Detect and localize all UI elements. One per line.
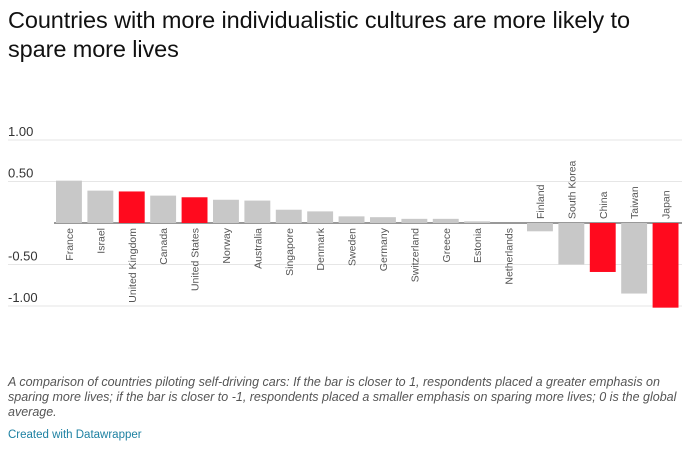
category-label: United Kingdom	[127, 228, 139, 303]
category-label: Japan	[661, 190, 673, 219]
bar-china	[589, 223, 616, 272]
category-label: South Korea	[566, 160, 578, 219]
chart-note: A comparison of countries piloting self-…	[8, 375, 677, 419]
y-tick-label: 1.00	[8, 124, 33, 139]
category-label: Greece	[441, 228, 453, 263]
bar-estonia	[464, 221, 491, 223]
y-tick-label: -0.50	[8, 249, 38, 264]
category-label: Switzerland	[409, 228, 421, 282]
category-label: France	[64, 228, 76, 261]
chart-title: Countries with more individualistic cult…	[8, 7, 630, 62]
category-label: Sweden	[347, 228, 359, 266]
bar-chart: 1.00 0.50 -0.50 -1.00 France Israel United Kin…	[8, 124, 682, 308]
category-label: Canada	[158, 228, 170, 265]
bar-singapore	[275, 209, 302, 223]
category-label: Finland	[535, 184, 547, 219]
y-tick-label: -1.00	[8, 290, 38, 305]
category-label: Denmark	[315, 227, 327, 270]
bar-germany	[370, 217, 396, 223]
category-label: China	[598, 191, 610, 219]
bar-israel	[87, 190, 114, 223]
bar-finland	[527, 223, 553, 232]
bar-united-states	[181, 197, 208, 223]
bar-switzerland	[401, 218, 428, 223]
y-tick-label: 0.50	[8, 166, 33, 181]
category-label: United States	[190, 228, 202, 291]
category-label: Taiwan	[629, 186, 641, 219]
category-label: Germany	[378, 227, 390, 271]
bar-taiwan	[621, 223, 648, 294]
category-label: Estonia	[472, 228, 484, 263]
bar-sweden	[338, 216, 365, 223]
datawrapper-credit-link[interactable]: Created with Datawrapper	[8, 429, 142, 441]
bar-norway	[213, 199, 239, 223]
category-label: Netherlands	[504, 228, 516, 285]
category-label: Singapore	[284, 228, 296, 276]
bar-japan	[652, 223, 679, 308]
bar-south-korea	[558, 223, 585, 265]
bar-canada	[150, 195, 177, 223]
category-label: Norway	[221, 227, 233, 263]
bar-france	[56, 180, 82, 223]
category-label: Israel	[95, 228, 107, 254]
bar-denmark	[307, 211, 334, 223]
bar-greece	[432, 218, 459, 223]
bar-australia	[244, 200, 271, 223]
category-label: Australia	[252, 228, 264, 269]
bar-united-kingdom	[118, 191, 145, 223]
